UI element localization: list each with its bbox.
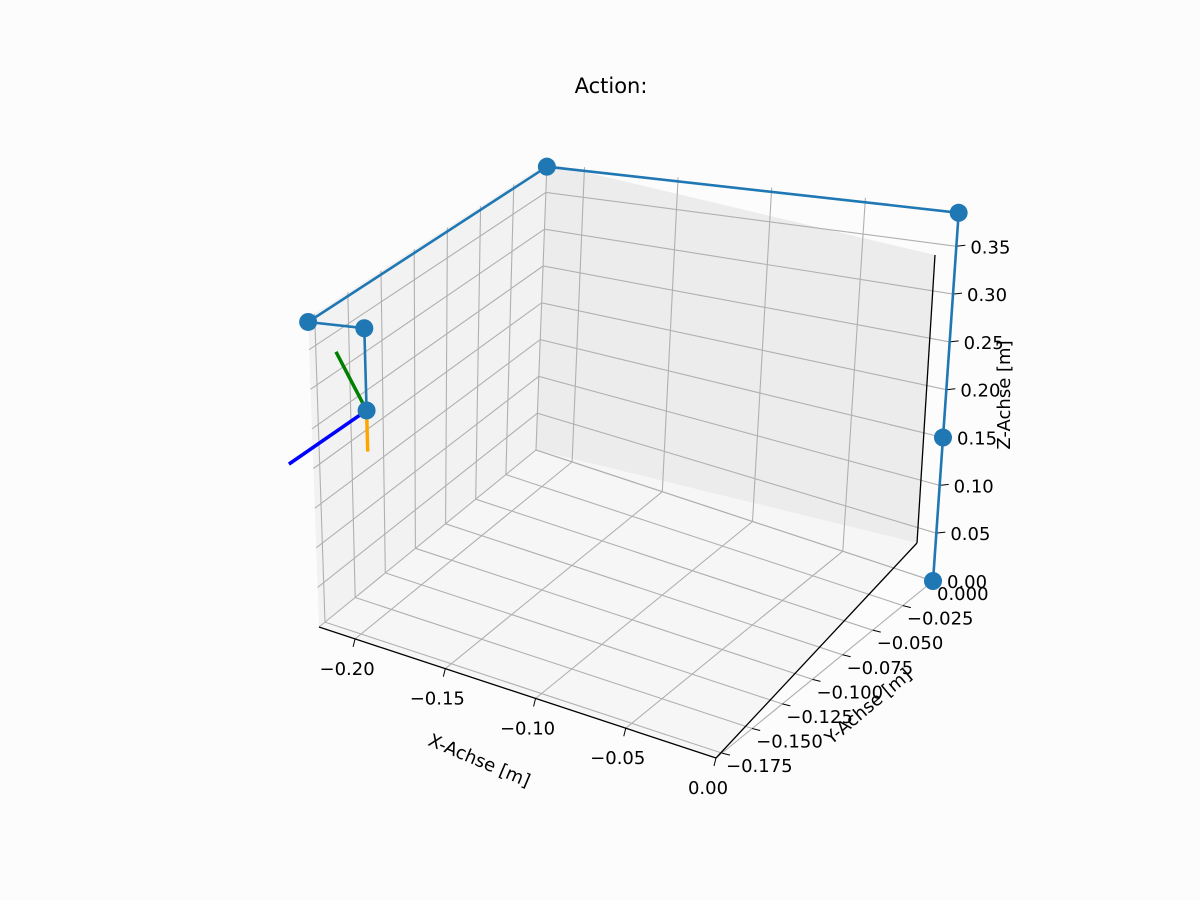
series-0-point-1 <box>934 428 952 447</box>
y-tick-label-0: 0.000 <box>937 584 989 605</box>
y-axis-line <box>715 542 918 759</box>
z-tick-mark-6 <box>952 292 963 295</box>
x-tick-mark-0 <box>352 638 356 648</box>
z-gridline-7 <box>308 191 957 351</box>
y-tick-label-3: −0.075 <box>847 658 914 679</box>
z-tick-mark-5 <box>949 340 959 343</box>
z-gridline-3 <box>314 339 944 509</box>
y-tick-label-5: −0.125 <box>786 707 853 728</box>
z-tick-label-6: 0.30 <box>967 285 1007 306</box>
x-tick-mark-3 <box>623 728 627 737</box>
series-0-point-4 <box>299 312 318 331</box>
z-tick-label-5: 0.25 <box>964 333 1004 354</box>
x-tick-label-1: −0.15 <box>410 689 465 710</box>
series-0-point-5 <box>355 319 374 338</box>
data-layer <box>287 157 968 590</box>
z-gridline-1 <box>317 412 937 588</box>
x-tick-mark-1 <box>442 668 446 677</box>
axes-panes <box>308 163 935 758</box>
z-tick-mark-7 <box>956 244 966 247</box>
y-tick-label-7: −0.175 <box>726 756 793 777</box>
z-tick-mark-1 <box>936 531 946 534</box>
x-tick-label-3: −0.05 <box>590 748 645 769</box>
z-gridline-2 <box>315 375 940 549</box>
z-tick-mark-2 <box>939 483 949 486</box>
pane-left <box>308 163 547 627</box>
y-tick-mark-1 <box>902 605 911 609</box>
z-gridline-5 <box>311 265 950 430</box>
z-tick-label-3: 0.15 <box>957 429 997 450</box>
x-tick-mark-4 <box>713 757 717 767</box>
series-0-point-6 <box>357 401 376 420</box>
x-tick-label-4: 0.00 <box>688 778 728 799</box>
y-tick-mark-6 <box>752 728 761 731</box>
z-tick-mark-4 <box>946 388 956 391</box>
z-tick-label-0: 0.00 <box>947 572 987 593</box>
pane-floor <box>319 450 917 758</box>
y-tick-mark-7 <box>721 752 731 756</box>
z-tick-label-1: 0.05 <box>950 524 990 545</box>
y-tick-mark-4 <box>812 678 821 682</box>
z-tick-label-7: 0.35 <box>970 237 1010 258</box>
chart-title: Action: <box>574 74 648 98</box>
frame-axis-segment-0 <box>287 409 368 466</box>
frame-axis-segment-1 <box>334 351 369 412</box>
series-0-point-2 <box>949 203 968 222</box>
z-gridline-6 <box>310 228 954 390</box>
tick-labels: −0.20−0.15−0.10−0.050.000.000−0.025−0.05… <box>320 237 1011 799</box>
x-tick-label-2: −0.10 <box>500 718 555 739</box>
z-gridline-4 <box>313 302 947 469</box>
y-tick-label-2: −0.050 <box>877 633 944 654</box>
y-tick-label-6: −0.150 <box>756 732 823 753</box>
y-tick-label-1: −0.025 <box>907 609 974 630</box>
z-axis-line <box>916 254 936 544</box>
pane-back <box>536 163 935 543</box>
series-0-point-3 <box>537 157 556 176</box>
gridlines <box>308 162 960 759</box>
z-tick-label-2: 0.10 <box>954 476 994 497</box>
y-tick-mark-3 <box>842 654 851 658</box>
x-axis-line <box>318 626 717 759</box>
y-tick-mark-5 <box>782 703 791 707</box>
x-tick-mark-2 <box>533 698 537 707</box>
z-gridline-0 <box>318 449 934 628</box>
z-axis-label: Z-Achse [m] <box>994 340 1015 449</box>
series-0-point-0 <box>924 572 942 590</box>
y-tick-mark-2 <box>872 629 881 633</box>
z-tick-label-4: 0.20 <box>960 381 1000 402</box>
axis-lines <box>318 254 936 759</box>
y-tick-label-4: −0.100 <box>816 682 883 703</box>
x-tick-label-0: −0.20 <box>320 659 375 680</box>
